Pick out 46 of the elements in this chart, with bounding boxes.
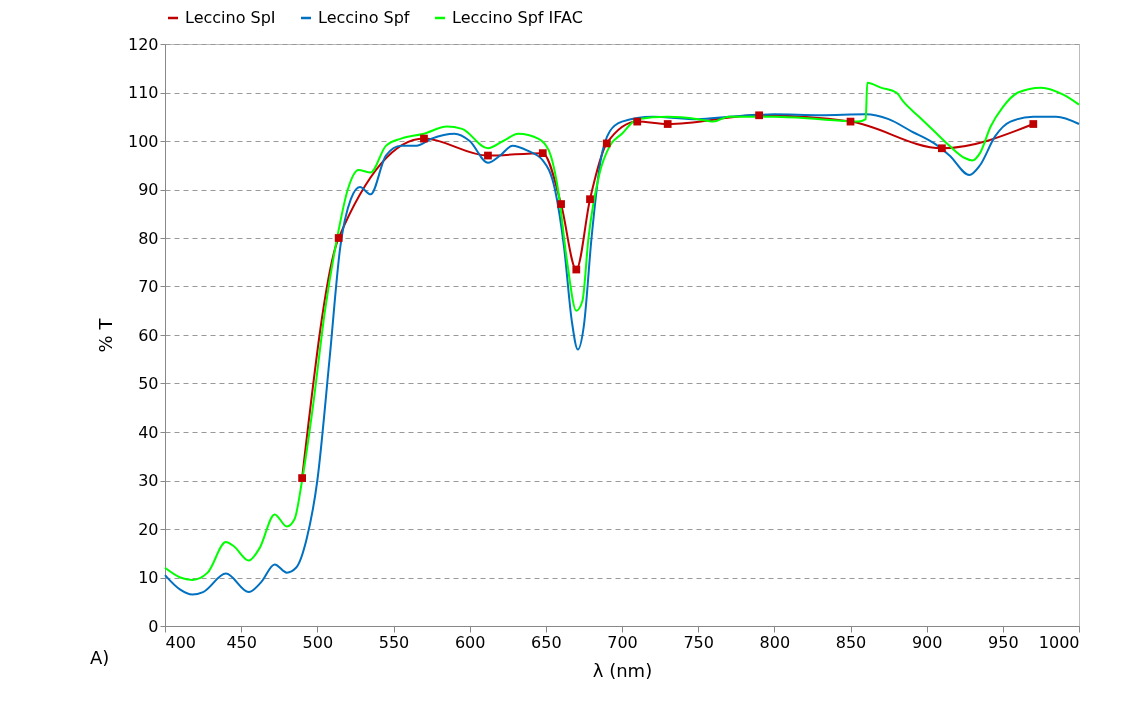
- y-tick-label: 0: [148, 616, 159, 636]
- y-tick-label: 120: [127, 34, 159, 54]
- text: A): [90, 647, 110, 668]
- y-tick-label: 80: [138, 228, 159, 248]
- x-tick-label: 900: [911, 632, 943, 652]
- y-tick-label: 50: [138, 374, 159, 393]
- point: [420, 134, 428, 143]
- point: [334, 234, 343, 242]
- y-tick-label: 60: [138, 325, 159, 345]
- x-tick-label: 800: [759, 632, 791, 652]
- point: [938, 144, 946, 153]
- legend-label: Leccino Spf IFAC: [452, 8, 583, 27]
- x-tick-label: 450: [226, 632, 257, 652]
- point: [484, 151, 492, 160]
- legend-label: Leccino Spf: [318, 8, 410, 27]
- point: [633, 117, 642, 126]
- point: [755, 111, 763, 120]
- x-tick-label: 550: [378, 632, 410, 652]
- x-axis-title: λ (nm): [592, 659, 653, 681]
- x-tick-label: 500: [302, 632, 334, 652]
- y-axis-title: % T: [94, 317, 116, 353]
- y-tick-label: 10: [138, 568, 159, 587]
- point: [538, 149, 547, 157]
- x-tick-label: 850: [835, 632, 867, 652]
- x-tick-label: 750: [683, 632, 714, 652]
- x-tick-label: 950: [988, 632, 1019, 652]
- y-tick-label: 110: [127, 83, 159, 102]
- point: [572, 265, 581, 274]
- y-tick-label: 40: [138, 422, 159, 442]
- point: [557, 200, 565, 208]
- x-tick-label: 1000: [1038, 632, 1080, 652]
- point: [586, 195, 594, 204]
- y-tick-label: 20: [138, 519, 159, 539]
- x-tick-label: 600: [454, 632, 486, 652]
- y-tick-label: 90: [138, 180, 159, 199]
- y-tick-label: 70: [138, 277, 159, 296]
- point: [602, 139, 611, 148]
- point: [1029, 120, 1038, 128]
- x-tick-label: 400: [165, 632, 197, 652]
- point: [663, 120, 672, 128]
- point: [298, 474, 306, 482]
- y-tick-label: 30: [138, 471, 159, 490]
- x-tick-label: 650: [531, 632, 562, 652]
- legend-label: Leccino SpI: [185, 8, 276, 27]
- y-tick-label: 100: [127, 131, 159, 151]
- x-tick-label: 700: [607, 632, 638, 652]
